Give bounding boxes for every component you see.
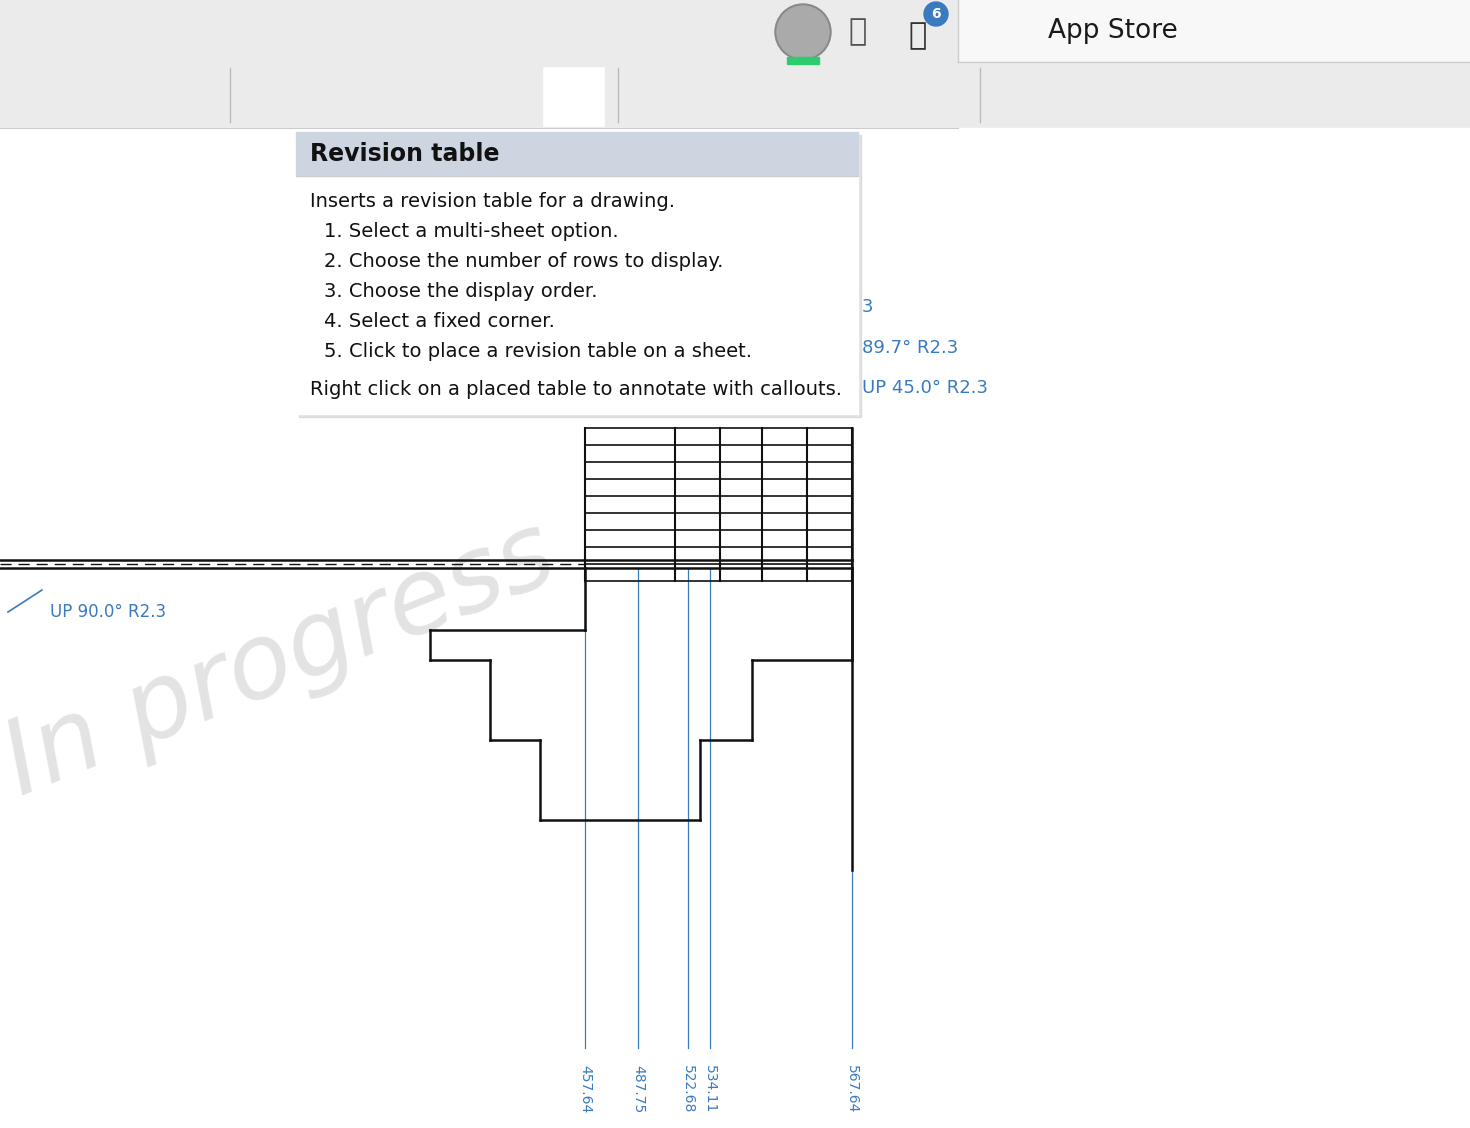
Text: 1. Select a multi-sheet option.: 1. Select a multi-sheet option. xyxy=(323,222,619,241)
Text: 6: 6 xyxy=(931,7,941,21)
Bar xyxy=(295,132,858,176)
Text: Revision table: Revision table xyxy=(310,142,500,166)
Bar xyxy=(295,132,858,414)
Text: In progress: In progress xyxy=(0,504,569,816)
Circle shape xyxy=(778,6,829,58)
Text: 4. Select a fixed corner.: 4. Select a fixed corner. xyxy=(323,312,554,331)
Bar xyxy=(958,0,1470,62)
Text: 💬: 💬 xyxy=(848,18,867,46)
Text: Right click on a placed table to annotate with callouts.: Right click on a placed table to annotat… xyxy=(310,380,842,399)
Text: 567.64: 567.64 xyxy=(845,1065,858,1113)
Bar xyxy=(544,68,604,126)
Text: App Store: App Store xyxy=(1048,18,1177,44)
Text: 487.75: 487.75 xyxy=(631,1065,645,1113)
Bar xyxy=(298,135,861,417)
Text: UP 45.0° R2.3: UP 45.0° R2.3 xyxy=(861,379,988,397)
Text: 3. Choose the display order.: 3. Choose the display order. xyxy=(323,282,597,301)
Text: UP 90.0° R2.3: UP 90.0° R2.3 xyxy=(50,603,166,622)
Text: 2. Choose the number of rows to display.: 2. Choose the number of rows to display. xyxy=(323,252,723,271)
Bar xyxy=(0,127,1470,1128)
Text: Inserts a revision table for a drawing.: Inserts a revision table for a drawing. xyxy=(310,192,675,211)
Text: 5. Click to place a revision table on a sheet.: 5. Click to place a revision table on a … xyxy=(323,342,753,361)
Bar xyxy=(786,58,819,64)
Circle shape xyxy=(925,2,948,26)
Circle shape xyxy=(775,5,831,60)
Text: 534.11: 534.11 xyxy=(703,1065,717,1113)
Text: 🔔: 🔔 xyxy=(908,21,928,51)
Text: 3: 3 xyxy=(861,298,873,316)
Text: 89.7° R2.3: 89.7° R2.3 xyxy=(861,340,958,356)
Text: 522.68: 522.68 xyxy=(681,1065,695,1113)
Bar xyxy=(0,0,1470,127)
Text: 457.64: 457.64 xyxy=(578,1065,592,1113)
